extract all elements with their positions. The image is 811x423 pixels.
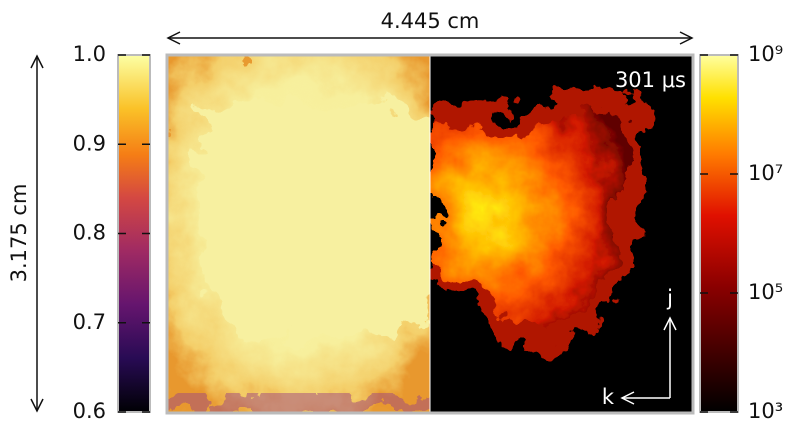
left-field — [160, 48, 440, 420]
figure: 4.445 cm 3.175 cm 301 μs j k 0.6 0.7 0.8 0.… — [0, 0, 811, 423]
tick-label: 1.0 — [73, 42, 106, 66]
axis-j-label: j — [666, 286, 673, 310]
page: 4.445 cm 3.175 cm 301 μs j k 0.6 0.7 0.8 0.… — [0, 0, 811, 423]
time-label: 301 μs — [615, 68, 686, 92]
tick-label: 10⁷ — [748, 161, 783, 185]
tick-label: 0.9 — [73, 131, 106, 155]
right-colorbar — [700, 55, 738, 412]
tick-label: 0.7 — [73, 310, 106, 334]
height-arrow — [31, 56, 43, 411]
tick-label: 10³ — [748, 399, 783, 423]
height-label: 3.175 cm — [7, 184, 31, 283]
tick-label: 10⁵ — [748, 280, 783, 304]
right-field — [430, 56, 692, 412]
tick-label: 10⁹ — [748, 42, 783, 66]
width-label: 4.445 cm — [381, 9, 480, 33]
width-arrow — [168, 32, 692, 44]
tick-label: 0.6 — [73, 399, 106, 423]
axis-k-label: k — [602, 385, 615, 409]
tick-label: 0.8 — [73, 221, 106, 245]
